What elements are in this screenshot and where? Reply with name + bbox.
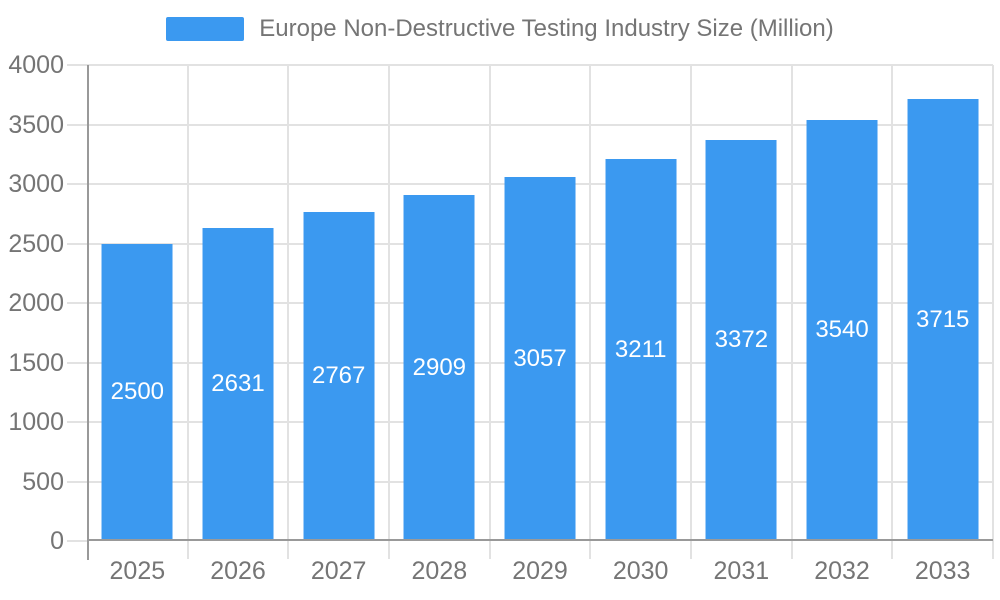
gridline-vertical bbox=[488, 65, 491, 559]
x-axis-line bbox=[87, 539, 993, 541]
bar-value-label: 2631 bbox=[211, 370, 265, 398]
plot-area: 2500 2631 2767 2909 3057 3211 3372 3540 3715 bbox=[67, 64, 994, 560]
bar-series: 2500 2631 2767 2909 3057 3211 3372 3540 3715 bbox=[87, 65, 993, 541]
y-tick-label: 3000 bbox=[8, 170, 64, 198]
legend-swatch bbox=[166, 17, 245, 41]
gridline-vertical bbox=[387, 65, 390, 559]
bar-value-label: 2500 bbox=[110, 378, 165, 406]
bar[interactable]: 2909 bbox=[403, 194, 475, 541]
bar-slot: 3715 bbox=[892, 65, 993, 541]
bar[interactable]: 3372 bbox=[705, 139, 777, 541]
bar-slot: 2909 bbox=[389, 65, 490, 541]
bar-slot: 3540 bbox=[792, 65, 893, 541]
y-tick-label: 0 bbox=[50, 527, 64, 555]
y-axis-line bbox=[87, 65, 89, 560]
y-tick-label: 2000 bbox=[8, 289, 64, 317]
bar[interactable]: 2767 bbox=[303, 211, 375, 541]
bar-slot: 2631 bbox=[188, 65, 289, 541]
bar-slot: 3372 bbox=[691, 65, 792, 541]
y-axis-tick bbox=[67, 183, 87, 185]
x-tick-label: 2026 bbox=[210, 557, 266, 585]
bar-value-label: 3540 bbox=[815, 316, 869, 344]
x-tick-label: 2032 bbox=[814, 557, 870, 585]
y-axis-tick bbox=[67, 480, 87, 483]
x-tick-label: 2027 bbox=[310, 557, 367, 585]
y-axis-tick bbox=[67, 540, 87, 542]
y-axis-tick bbox=[67, 123, 87, 126]
gridline-vertical bbox=[891, 65, 894, 559]
y-axis-tick bbox=[67, 64, 87, 66]
y-tick-label: 1000 bbox=[8, 408, 64, 436]
bar-value-label: 3715 bbox=[916, 305, 970, 333]
bar[interactable]: 2500 bbox=[101, 243, 173, 541]
gridline-vertical bbox=[287, 65, 290, 559]
gridline-vertical bbox=[790, 65, 793, 559]
x-tick-label: 2030 bbox=[612, 557, 669, 585]
bar-value-label: 3372 bbox=[714, 326, 769, 354]
gridline-horizontal bbox=[87, 123, 993, 126]
bar-slot: 3057 bbox=[490, 65, 591, 541]
y-axis-labels: 0 500 1000 1500 2000 2500 3000 3500 4000 bbox=[0, 0, 64, 600]
gridline-vertical bbox=[689, 65, 692, 559]
gridline-horizontal bbox=[87, 64, 993, 66]
legend-item[interactable]: Europe Non-Destructive Testing Industry … bbox=[0, 15, 1000, 43]
y-axis-tick bbox=[67, 242, 87, 245]
bar-slot: 2500 bbox=[87, 65, 188, 541]
y-tick-label: 4000 bbox=[8, 51, 64, 79]
x-tick-label: 2028 bbox=[411, 557, 468, 585]
y-axis-tick bbox=[67, 361, 87, 364]
bar[interactable]: 3211 bbox=[605, 158, 677, 541]
y-tick-label: 1500 bbox=[8, 348, 64, 377]
bar[interactable]: 3540 bbox=[806, 119, 878, 541]
y-tick-label: 500 bbox=[22, 467, 64, 496]
y-axis-tick bbox=[67, 421, 87, 423]
bar-slot: 3211 bbox=[590, 65, 691, 541]
y-tick-label: 3500 bbox=[8, 110, 64, 139]
bar[interactable]: 2631 bbox=[202, 227, 274, 541]
gridline-vertical bbox=[186, 65, 189, 559]
bar-value-label: 2909 bbox=[412, 353, 467, 381]
bar-value-label: 3211 bbox=[614, 335, 667, 363]
y-axis-tick bbox=[67, 302, 87, 304]
bar-slot: 2767 bbox=[288, 65, 389, 541]
x-tick-label: 2031 bbox=[713, 557, 770, 585]
x-tick-label: 2025 bbox=[109, 557, 166, 585]
gridline-vertical bbox=[992, 65, 994, 559]
bar-value-label: 2767 bbox=[311, 362, 366, 390]
x-tick-label: 2033 bbox=[914, 557, 971, 585]
bar[interactable]: 3715 bbox=[907, 98, 979, 541]
bar[interactable]: 3057 bbox=[504, 177, 576, 541]
chart-title: Europe Non-Destructive Testing Industry … bbox=[259, 15, 834, 42]
x-tick-label: 2029 bbox=[512, 557, 568, 585]
gridline-vertical bbox=[589, 65, 592, 559]
bar-value-label: 3057 bbox=[513, 345, 567, 373]
y-tick-label: 2500 bbox=[8, 229, 64, 258]
